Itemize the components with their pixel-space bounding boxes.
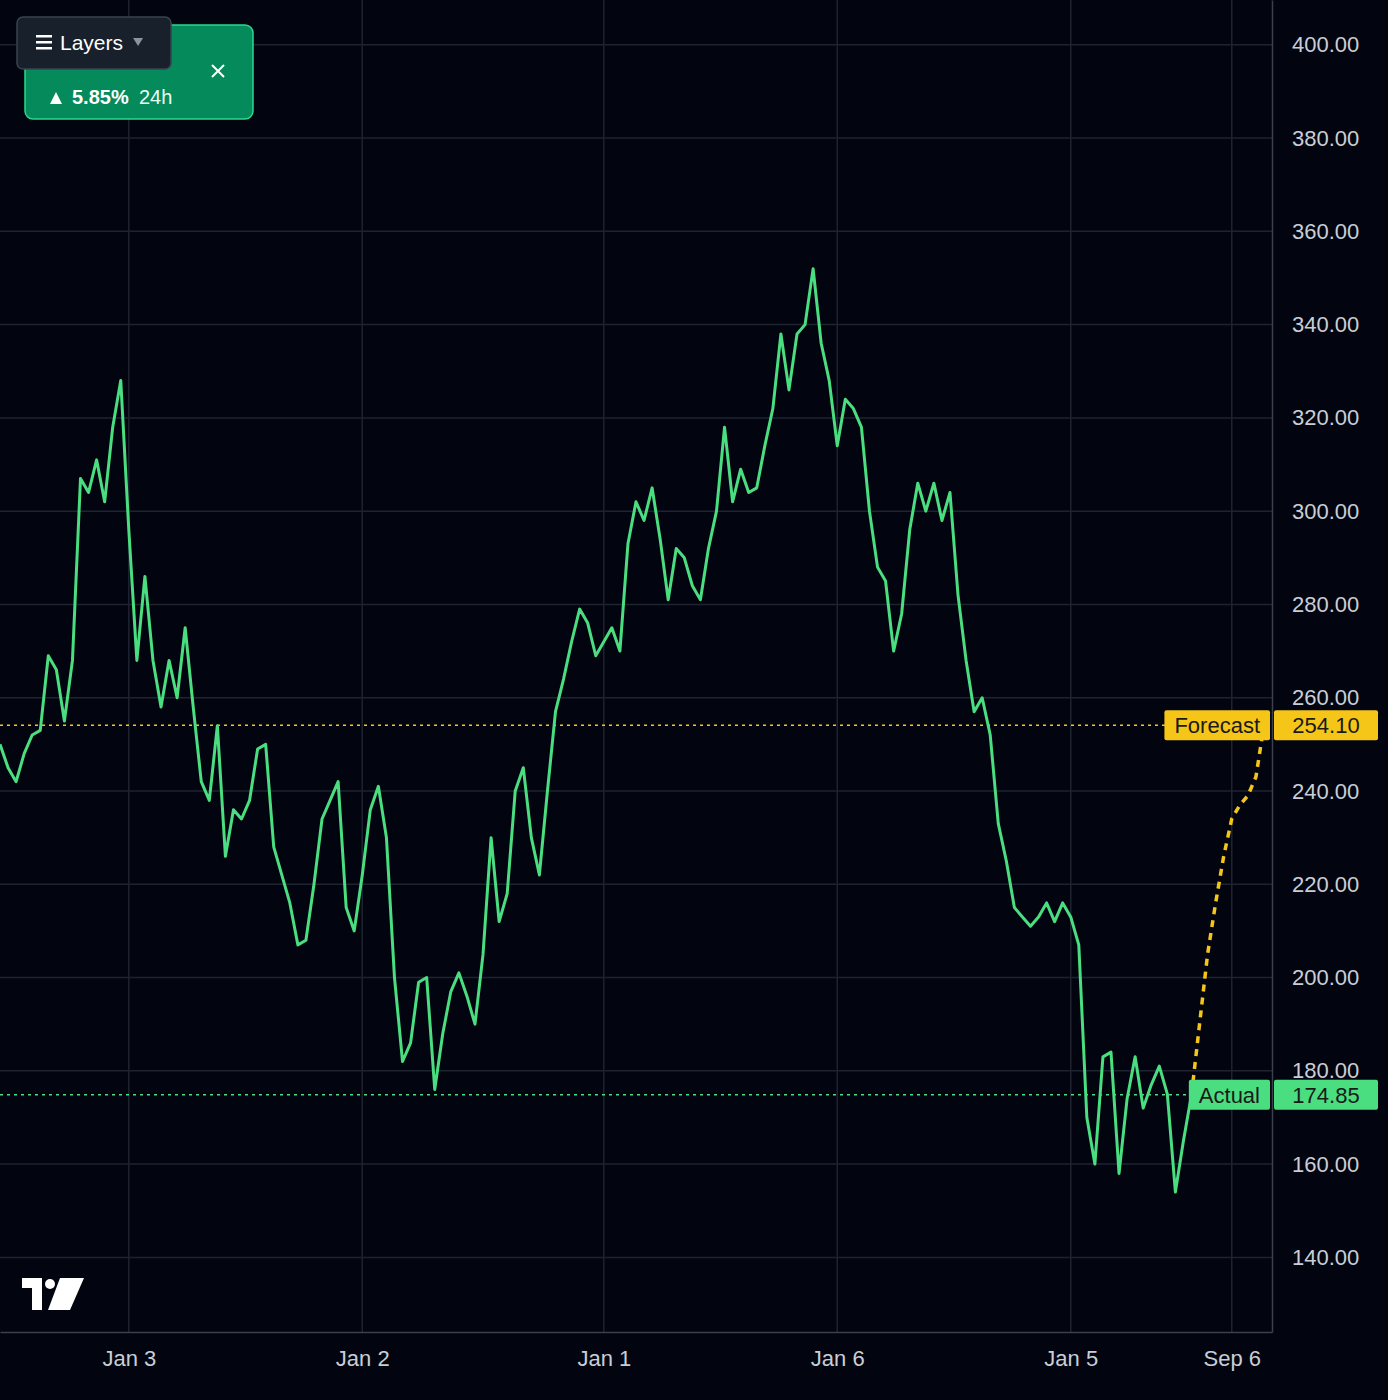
grid-line-y	[0, 324, 1272, 326]
badge-change: 5.85%	[72, 86, 129, 108]
x-tick-label: Jan 2	[336, 1346, 390, 1371]
end-tag-value-box	[1274, 710, 1378, 740]
grid-line-y	[0, 417, 1272, 419]
logo	[22, 1278, 84, 1310]
grid-line-x	[1070, 0, 1072, 1332]
end-tag-name-box	[1164, 710, 1270, 740]
y-tick: 180.00	[1272, 1058, 1359, 1083]
price-badge: 5.85% 24h	[25, 25, 253, 119]
end-tag: Actual 174.85	[1189, 1080, 1378, 1110]
y-tick-label: 200.00	[1292, 965, 1359, 990]
layers-icon-bar	[36, 47, 52, 50]
end-tag-value-box	[1274, 1080, 1378, 1110]
grid-line-x	[362, 0, 364, 1332]
y-tick-label: 340.00	[1292, 312, 1359, 337]
y-tick-label: 260.00	[1292, 685, 1359, 710]
y-tick: 240.00	[1272, 779, 1359, 804]
y-tick-label: 240.00	[1292, 779, 1359, 804]
badge-box	[25, 25, 253, 119]
grid-line-x	[837, 0, 839, 1332]
background	[0, 0, 1388, 1400]
grid-line-y	[0, 137, 1272, 139]
x-tick: Jan 1	[577, 1332, 631, 1371]
y-tick-label: 280.00	[1292, 592, 1359, 617]
end-tag-name: Forecast	[1174, 713, 1260, 738]
layers-icon-bar	[36, 35, 52, 38]
y-tick: 280.00	[1272, 592, 1359, 617]
y-tick: 160.00	[1272, 1152, 1359, 1177]
end-tag-value: 174.85	[1292, 1083, 1359, 1108]
y-axis: 140.00 160.00 180.00 200.00 220.00 240.00 260.…	[1272, 1, 1359, 1333]
logo-part	[45, 1279, 55, 1289]
grid-line-y	[0, 1070, 1272, 1072]
x-tick-label: Jan 6	[811, 1346, 865, 1371]
y-tick: 320.00	[1272, 405, 1359, 430]
logo-part	[22, 1278, 42, 1310]
y-tick-label: 380.00	[1292, 126, 1359, 151]
y-tick-label: 300.00	[1292, 499, 1359, 524]
plot-area	[0, 269, 1272, 1192]
series-line	[0, 269, 1191, 1192]
grid-line-x	[128, 0, 130, 1332]
y-tick: 220.00	[1272, 872, 1359, 897]
x-axis: Jan 3 Jan 2 Jan 1 Jan 6 Jan 5 Sep 6	[1, 1332, 1273, 1371]
x-axis-line	[1, 1332, 1273, 1334]
y-tick-label: 160.00	[1292, 1152, 1359, 1177]
badge-up-arrow	[50, 92, 62, 104]
end-tags: Actual 174.85 Forecast 254.10	[1164, 710, 1378, 1110]
x-tick-label: Jan 3	[102, 1346, 156, 1371]
end-tag: Forecast 254.10	[1164, 710, 1378, 740]
series-line	[1191, 725, 1263, 1095]
y-tick-label: 220.00	[1292, 872, 1359, 897]
layers-icon-bar	[36, 41, 52, 44]
y-tick: 400.00	[1272, 32, 1359, 57]
x-tick: Jan 5	[1044, 1332, 1098, 1371]
end-tag-name: Actual	[1199, 1083, 1260, 1108]
y-tick: 260.00	[1272, 685, 1359, 710]
badge-period: 24h	[139, 86, 172, 108]
grid-line-y	[0, 790, 1272, 792]
grid-line-y	[0, 231, 1272, 233]
grid	[0, 0, 1272, 1332]
layers-button-box[interactable]	[17, 17, 171, 69]
y-tick: 140.00	[1272, 1245, 1359, 1270]
layers-caret	[133, 38, 143, 46]
last-value-line	[0, 724, 1272, 726]
y-tick-label: 180.00	[1292, 1058, 1359, 1083]
y-axis-line	[1272, 1, 1274, 1333]
end-tag-value: 254.10	[1292, 713, 1359, 738]
layers-button[interactable]: Layers	[17, 17, 171, 69]
grid-line-y	[0, 1257, 1272, 1259]
y-tick-label: 400.00	[1292, 32, 1359, 57]
y-tick: 300.00	[1272, 499, 1359, 524]
y-tick: 360.00	[1272, 219, 1359, 244]
grid-line-y	[0, 604, 1272, 606]
last-value-line	[0, 1094, 1272, 1096]
x-tick-label: Jan 1	[577, 1346, 631, 1371]
y-tick: 200.00	[1272, 965, 1359, 990]
grid-line-x	[603, 0, 605, 1332]
x-tick: Jan 3	[102, 1332, 156, 1371]
end-tag-name-box	[1189, 1080, 1270, 1110]
badge-close[interactable]	[212, 65, 224, 77]
y-tick-label: 320.00	[1292, 405, 1359, 430]
x-tick: Jan 2	[336, 1332, 390, 1371]
x-tick: Sep 6	[1203, 1332, 1261, 1371]
x-tick-label: Sep 6	[1203, 1346, 1261, 1371]
y-tick-label: 360.00	[1292, 219, 1359, 244]
grid-line-x	[1231, 0, 1233, 1332]
grid-line-y	[0, 1163, 1272, 1165]
logo-part	[48, 1278, 84, 1310]
layers-button-label[interactable]: Layers	[60, 31, 123, 54]
chart: 140.00 160.00 180.00 200.00 220.00 240.00 260.…	[0, 0, 1388, 1400]
x-tick-label: Jan 5	[1044, 1346, 1098, 1371]
layers-icon	[36, 35, 52, 50]
y-tick-label: 140.00	[1292, 1245, 1359, 1270]
y-tick: 380.00	[1272, 126, 1359, 151]
y-tick: 340.00	[1272, 312, 1359, 337]
x-tick: Jan 6	[811, 1332, 865, 1371]
grid-line-y	[0, 884, 1272, 886]
grid-line-y	[0, 510, 1272, 512]
